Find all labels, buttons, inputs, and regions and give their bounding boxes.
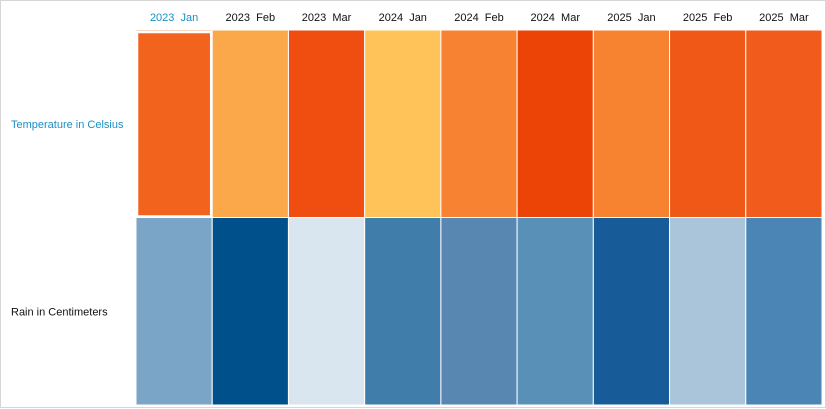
- column-label: 2025 Mar: [759, 12, 809, 24]
- heatmap-cell-0-1[interactable]: [211, 29, 289, 218]
- column-label: 2024 Mar: [530, 12, 580, 24]
- heatmap-cell-0-8[interactable]: [745, 29, 823, 218]
- heatmap-cell-1-0[interactable]: [135, 217, 213, 406]
- column-label: 2023 Jan: [150, 12, 198, 24]
- selected-cell-outline: [135, 30, 213, 218]
- heatmap-cell-1-8[interactable]: [745, 217, 823, 406]
- heatmap-cell-0-5[interactable]: [516, 29, 594, 218]
- heatmap-cell-1-2[interactable]: [287, 217, 366, 406]
- heatmap-cell-0-3[interactable]: [364, 29, 442, 218]
- column-label: 2023 Feb: [226, 12, 276, 24]
- heatmap-cell-0-7[interactable]: [669, 29, 747, 218]
- heatmap-cell-0-0[interactable]: [135, 29, 213, 218]
- heatmap-cell-1-1[interactable]: [211, 217, 289, 406]
- column-label: 2024 Jan: [379, 12, 427, 24]
- column-label: 2025 Jan: [607, 12, 655, 24]
- column-label: 2023 Mar: [302, 12, 352, 24]
- column-label: 2025 Feb: [683, 12, 733, 24]
- heatmap-cell-0-4[interactable]: [440, 29, 518, 218]
- heatmap-cell-1-5[interactable]: [516, 217, 594, 406]
- heatmap-cell-0-6[interactable]: [592, 29, 671, 218]
- row-label: Temperature in Celsius: [11, 119, 124, 131]
- heatmap-cell-1-3[interactable]: [364, 217, 442, 406]
- column-label: 2024 Feb: [454, 12, 504, 24]
- heatmap-cell-1-4[interactable]: [440, 217, 518, 406]
- heatmap-cell-1-6[interactable]: [592, 217, 671, 406]
- heatmap-cell-0-2[interactable]: [287, 29, 366, 218]
- row-label: Rain in Centimeters: [11, 306, 108, 318]
- heatmap-cell-1-7[interactable]: [669, 217, 747, 406]
